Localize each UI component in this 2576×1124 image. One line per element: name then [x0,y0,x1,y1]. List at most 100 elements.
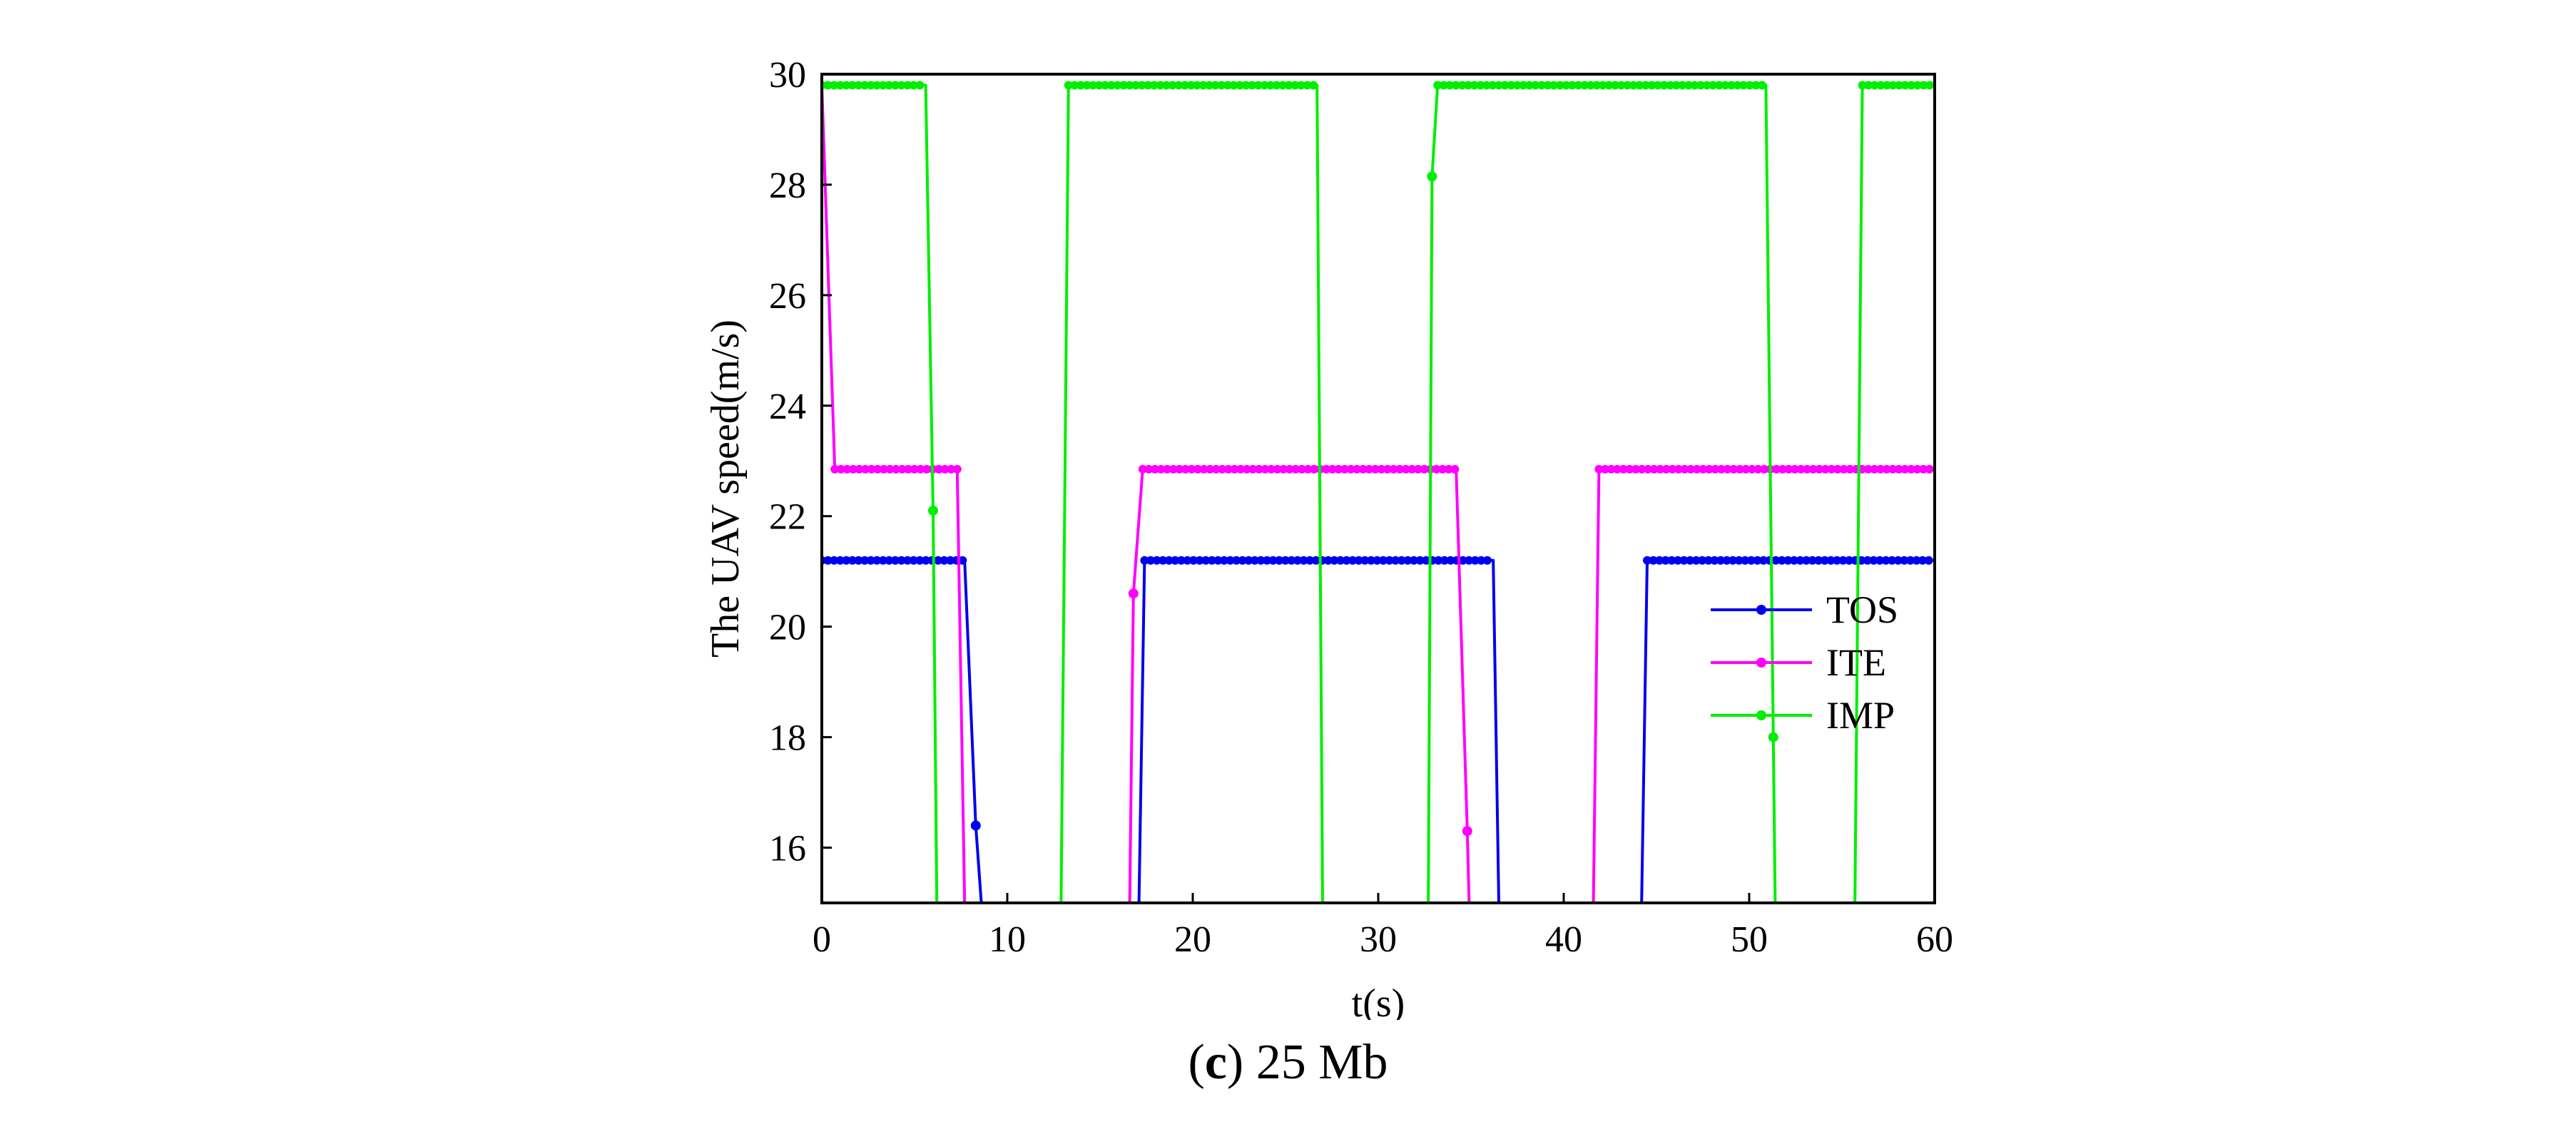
data-point [1512,81,1522,90]
data-point [1863,464,1873,474]
data-point [1171,556,1180,565]
data-point [1168,81,1177,90]
data-point [1131,81,1141,90]
data-point [1144,464,1154,474]
data-point [1893,556,1903,565]
data-point [1600,464,1609,474]
data-point [1733,81,1742,90]
data-point [1146,556,1155,565]
data-point [1619,464,1628,474]
data-point [1293,556,1302,565]
data-point [1876,81,1885,90]
data-point [1790,464,1799,474]
data-point [1881,556,1890,565]
data-point [1686,464,1696,474]
data-point [830,556,839,565]
data-point [1925,81,1934,90]
data-point [1296,81,1305,90]
series-ite [822,85,1935,903]
data-point [1746,556,1756,565]
data-point [1250,556,1259,565]
data-point [1163,464,1172,474]
data-point [928,505,938,516]
data-point [1680,464,1689,474]
data-point [885,464,895,474]
data-point [872,81,882,90]
data-point [872,556,882,565]
data-point [1299,556,1308,565]
speed-chart: 0 10 20 30 40 50 60 16 18 20 22 24 26 28 30 t(s) The U… [703,55,1953,1020]
caption-letter: c [1204,1035,1227,1090]
data-point [1379,556,1388,565]
data-point [1637,464,1646,474]
data-point [910,464,919,474]
data-point [1924,556,1933,565]
data-point [1113,81,1122,90]
data-point [1432,464,1441,474]
data-point [1198,81,1208,90]
data-point [1500,81,1510,90]
data-point [1236,81,1245,90]
data-point [1183,556,1192,565]
data-point [1444,464,1453,474]
data-point [1692,464,1701,474]
data-point [1403,556,1412,565]
data-point [892,464,900,474]
y-axis-label: The UAV speed(m/s) [703,320,748,658]
data-point [1342,556,1351,565]
data-point [1482,81,1491,90]
x-tick-label: 40 [1545,919,1582,960]
caption-paren-close: ) [1226,1035,1244,1090]
data-point [1366,556,1375,565]
data-point [836,464,845,474]
data-point [1193,464,1203,474]
data-point [1654,81,1663,90]
data-point [1729,464,1738,474]
data-point [1236,464,1246,474]
data-point [1771,556,1781,565]
data-point [1644,464,1653,474]
data-point [1297,464,1306,474]
data-point [1839,464,1848,474]
data-point [1180,81,1189,90]
data-point [1820,556,1829,565]
data-point [1192,81,1201,90]
data-point [1882,81,1891,90]
data-point [1659,81,1669,90]
data-point [940,556,949,565]
data-point [1458,556,1467,565]
data-point [860,556,870,565]
data-point [897,464,907,474]
data-point [1727,81,1736,90]
data-point [1353,464,1362,474]
data-point [1138,464,1147,474]
data-point [1422,556,1431,565]
data-point [1716,556,1725,565]
data-point [1671,81,1681,90]
data-point [1354,556,1363,565]
data-point [1870,81,1879,90]
data-point [1391,556,1400,565]
series-line-ite [1128,467,1471,903]
legend-label: TOS [1826,588,1898,631]
data-point [1722,556,1731,565]
data-point [1698,556,1707,565]
data-point [1704,464,1714,474]
data-point [1488,81,1497,90]
data-point [1631,464,1640,474]
data-point [1211,81,1220,90]
y-tick-label: 22 [769,497,806,538]
data-point [1894,464,1903,474]
data-point [1543,81,1552,90]
data-point [909,81,918,90]
data-point [1802,556,1811,565]
data-point [1814,556,1823,565]
data-point [1445,81,1455,90]
series-imp [822,81,1935,903]
data-point [1291,464,1300,474]
x-axis-label: t(s) [1352,981,1405,1020]
data-point [878,556,887,565]
data-point [1477,556,1486,565]
data-point [1709,81,1718,90]
data-point [1888,464,1898,474]
